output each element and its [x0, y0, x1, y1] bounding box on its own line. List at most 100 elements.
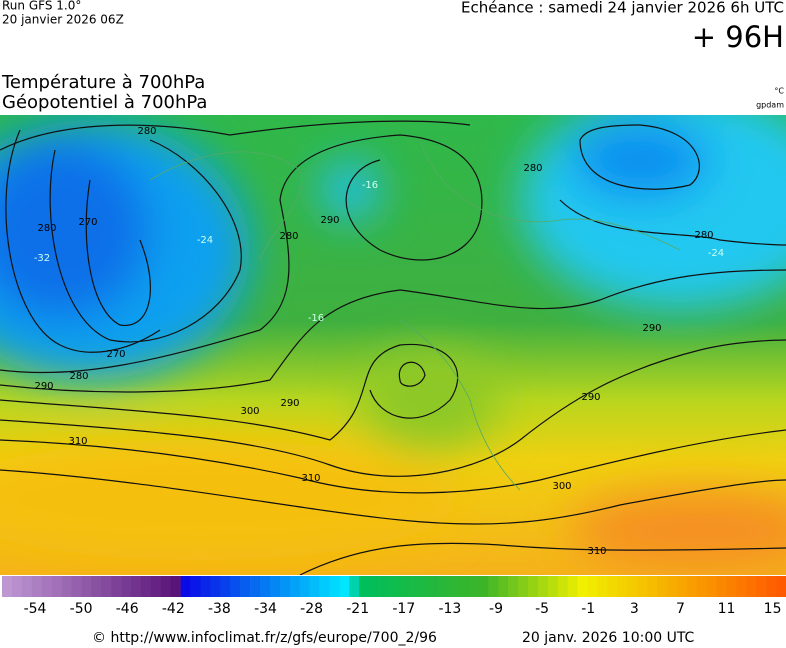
colorbar-swatch — [756, 576, 767, 597]
temperature-label: -32 — [34, 253, 50, 264]
colorbar-swatch — [547, 576, 559, 597]
colorbar-swatch — [398, 576, 410, 597]
colorbar-swatch — [428, 576, 439, 597]
colorbar-swatch — [240, 576, 251, 597]
footer: © http://www.infoclimat.fr/z/gfs/europe/… — [92, 630, 695, 646]
lead-time: + 96H — [692, 20, 784, 54]
colorbar-tick-label: 11 — [718, 601, 736, 617]
colorbar-swatch — [279, 576, 291, 597]
colorbar-swatch — [389, 576, 400, 597]
colorbar-swatch — [656, 576, 668, 597]
colorbar-swatch — [726, 576, 737, 597]
colorbar-swatch — [716, 576, 727, 597]
colorbar-swatch — [567, 576, 578, 597]
colorbar-swatch — [736, 576, 747, 597]
colorbar-swatch — [488, 576, 499, 597]
colorbar-swatch — [220, 576, 231, 597]
colorbar-swatch — [369, 576, 380, 597]
colorbar-tick-label: 3 — [630, 601, 639, 617]
contour-label: 290 — [280, 398, 299, 409]
temperature-label: -16 — [362, 180, 378, 191]
contour-label: 300 — [240, 406, 259, 417]
colorbar-swatch — [577, 576, 588, 597]
colorbar-swatch — [81, 576, 92, 597]
colorbar-swatch — [666, 576, 678, 597]
contour-label: 270 — [106, 349, 125, 360]
colorbar-swatch — [71, 576, 82, 597]
forecast: Echéance : samedi 24 janvier 2026 6h UTC — [461, 0, 784, 17]
colorbar-swatch — [250, 576, 261, 597]
colorbar-swatch — [746, 576, 757, 597]
colorbar-swatch — [438, 576, 449, 597]
contour-label: 280 — [137, 126, 156, 137]
colorbar-swatch — [706, 576, 717, 597]
colorbar-swatch — [408, 576, 420, 597]
unit-temperature: °C — [774, 87, 784, 96]
colorbar-swatch — [587, 576, 598, 597]
colorbar-swatch — [21, 576, 33, 597]
colorbar-swatch — [41, 576, 52, 597]
colorbar-swatch — [468, 576, 479, 597]
colorbar-swatch — [776, 576, 786, 597]
map: 280 280 270 280 290 280 280 290 280 270 290 290 300 3… — [0, 115, 786, 575]
colorbar-swatch — [150, 576, 162, 597]
colorbar-tick-label: -9 — [489, 601, 503, 617]
title-temperature: Température à 700hPa — [1, 72, 205, 93]
colorbar-swatch — [458, 576, 469, 597]
colorbar-swatch — [676, 576, 688, 597]
colorbar-swatch — [180, 576, 191, 597]
colorbar-swatch — [617, 576, 628, 597]
unit-geopotential: gpdam — [756, 101, 784, 110]
colorbar-tick-label: -17 — [392, 601, 415, 617]
source: © http://www.infoclimat.fr/z/gfs/europe/… — [92, 630, 437, 646]
temperature-label: -24 — [708, 248, 724, 259]
colorbar-swatch — [230, 576, 241, 597]
colorbar-swatch — [289, 576, 301, 597]
contour-label: 310 — [301, 473, 320, 484]
colorbar-swatch — [478, 576, 489, 597]
contour-label: 280 — [37, 223, 56, 234]
colorbar-swatch — [418, 576, 430, 597]
colorbar-tick-label: -50 — [70, 601, 93, 617]
contour-label: 280 — [69, 371, 88, 382]
colorbar-swatch — [61, 576, 72, 597]
colorbar-swatch — [319, 576, 330, 597]
colorbar-swatch — [518, 576, 529, 597]
colorbar-swatch — [200, 576, 211, 597]
title-geopotential: Géopotentiel à 700hPa — [2, 92, 207, 113]
temperature-label: -24 — [197, 235, 213, 246]
colorbar-swatch — [101, 576, 112, 597]
colorbar-swatch — [91, 576, 102, 597]
colorbar-tick-label: -46 — [116, 601, 139, 617]
colorbar-swatch — [349, 576, 360, 597]
contour-label: 310 — [68, 436, 87, 447]
colorbar-swatch — [190, 576, 201, 597]
colorbar-swatch — [379, 576, 390, 597]
colorbar-swatch — [51, 576, 62, 597]
colorbar-swatch — [121, 576, 132, 597]
contour-label: 280 — [279, 231, 298, 242]
colorbar-swatch — [557, 576, 568, 597]
colorbar-swatch — [309, 576, 320, 597]
colorbar-swatch — [597, 576, 608, 597]
colorbar-swatch — [647, 576, 658, 597]
colorbar-swatch — [607, 576, 618, 597]
run: Run GFS 1.0° — [2, 0, 81, 13]
colorbar-swatch — [696, 576, 707, 597]
colorbar-swatch — [299, 576, 310, 597]
colorbar-tick-label: -5 — [535, 601, 549, 617]
colorbar-tick-label: -21 — [346, 601, 369, 617]
colorbar-swatch — [627, 576, 638, 597]
colorbar-swatch — [131, 576, 142, 597]
colorbar-swatch — [210, 576, 221, 597]
colorbar-swatch — [686, 576, 697, 597]
contour-label: 300 — [552, 481, 571, 492]
colorbar-swatch — [527, 576, 539, 597]
colorbar-swatch — [111, 576, 122, 597]
colorbar-tick-label: 15 — [764, 601, 782, 617]
colorbar-swatch — [329, 576, 340, 597]
colorbar-swatch — [11, 576, 23, 597]
colorbar-swatch — [508, 576, 519, 597]
colorbar-swatch — [170, 576, 181, 597]
